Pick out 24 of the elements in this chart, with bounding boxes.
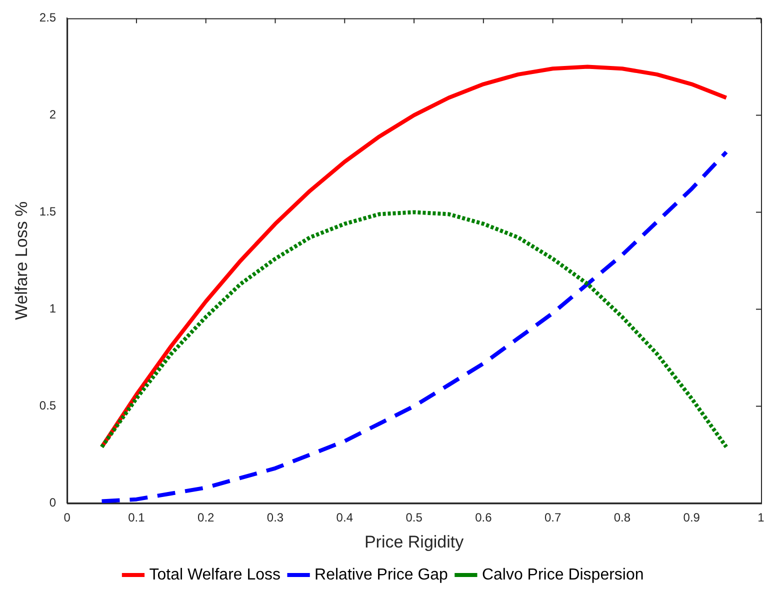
y-tick-label: 2.5 — [39, 10, 56, 25]
legend-label: Total Welfare Loss — [149, 566, 281, 584]
y-tick-label: 0 — [49, 496, 56, 510]
x-tick-label: 0.6 — [475, 510, 492, 525]
x-tick-label: 0.7 — [544, 510, 562, 525]
x-tick-label: 0.8 — [614, 510, 631, 525]
y-axis-title: Welfare Loss % — [12, 201, 31, 320]
x-tick-label: 0.1 — [128, 510, 146, 525]
x-tick-label: 0.9 — [683, 510, 700, 525]
x-tick-label: 0.5 — [406, 510, 423, 525]
line-series — [100, 210, 728, 449]
x-tick-label: 0 — [64, 510, 71, 525]
x-tick-label: 0.2 — [198, 510, 215, 525]
x-axis-title: Price Rigidity — [364, 532, 464, 552]
legend-label: Relative Price Gap — [314, 566, 448, 584]
y-tick-label: 1.5 — [39, 204, 56, 219]
y-tick-label: 0.5 — [39, 398, 56, 413]
line-series — [100, 150, 728, 504]
legend-label: Calvo Price Dispersion — [482, 566, 644, 584]
y-tick-label: 1 — [49, 302, 56, 316]
x-tick-label: 1 — [758, 510, 765, 525]
x-tick-label: 0.4 — [336, 510, 354, 525]
y-tick-label: 2 — [49, 108, 56, 122]
x-tick-label: 0.3 — [266, 510, 284, 525]
